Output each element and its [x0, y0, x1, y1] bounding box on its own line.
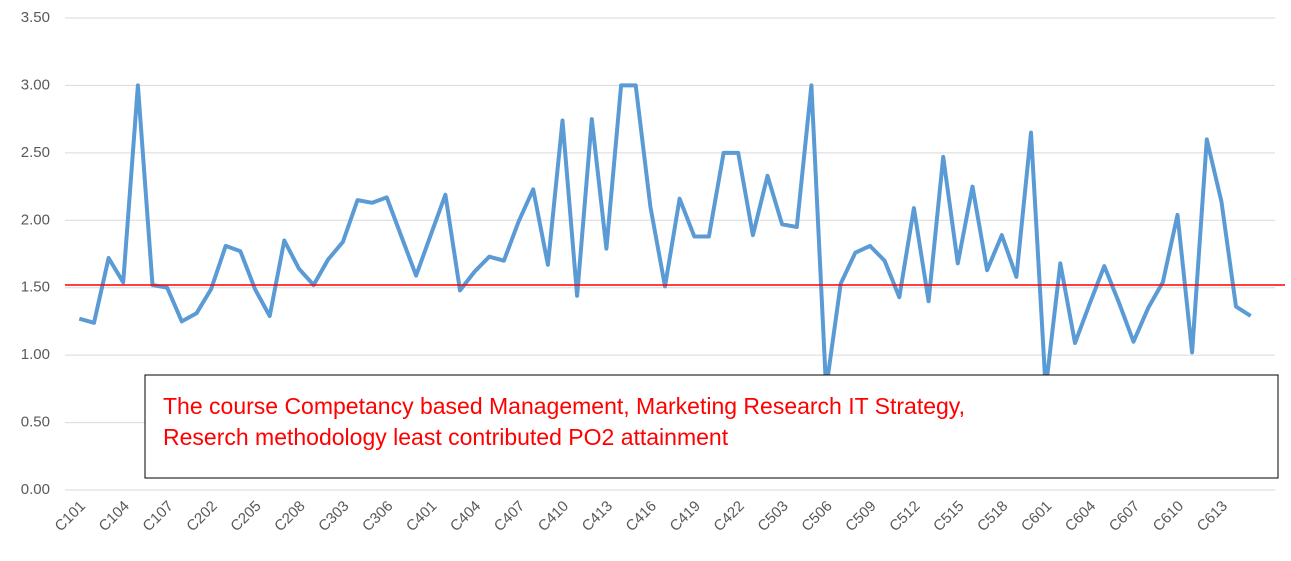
x-tick-label: C419 — [667, 498, 704, 535]
x-tick-label: C306 — [359, 498, 396, 535]
x-tick-label: C509 — [842, 498, 879, 535]
x-tick-label: C613 — [1194, 498, 1231, 535]
y-tick-label: 2.50 — [21, 144, 50, 161]
y-tick-label: 3.00 — [21, 76, 50, 93]
x-tick-label: C401 — [403, 498, 440, 535]
annotation-text: The course Competancy based Management, … — [163, 393, 965, 419]
x-tick-label: C607 — [1106, 498, 1143, 535]
x-tick-label: C407 — [491, 498, 528, 535]
x-tick-label: C422 — [710, 498, 747, 535]
x-tick-label: C601 — [1018, 498, 1055, 535]
x-tick-label: C506 — [798, 498, 835, 535]
y-tick-label: 3.50 — [21, 9, 50, 26]
x-tick-label: C610 — [1150, 498, 1187, 535]
x-tick-label: C208 — [271, 498, 308, 535]
x-tick-label: C512 — [886, 498, 923, 535]
x-tick-label: C404 — [447, 498, 484, 535]
x-tick-label: C107 — [139, 498, 176, 535]
x-tick-label: C303 — [315, 498, 352, 535]
x-tick-label: C416 — [623, 498, 660, 535]
x-tick-label: C503 — [754, 498, 791, 535]
x-tick-label: C410 — [535, 498, 572, 535]
y-tick-label: 2.00 — [21, 211, 50, 228]
x-tick-label: C104 — [96, 498, 133, 535]
x-tick-label: C205 — [227, 498, 264, 535]
x-tick-label: C515 — [930, 498, 967, 535]
x-tick-label: C518 — [974, 498, 1011, 535]
data-line — [78, 83, 1252, 391]
annotation-box — [144, 374, 1279, 479]
y-tick-label: 0.00 — [21, 481, 50, 498]
y-tick-label: 0.50 — [21, 414, 50, 431]
x-tick-label: C413 — [579, 498, 616, 535]
x-tick-label: C101 — [52, 498, 89, 535]
annotation-text: Reserch methodology least contributed PO… — [163, 424, 729, 450]
y-tick-label: 1.50 — [21, 279, 50, 296]
x-tick-label: C604 — [1062, 498, 1099, 535]
x-tick-label: C202 — [183, 498, 220, 535]
y-tick-label: 1.00 — [21, 346, 50, 363]
